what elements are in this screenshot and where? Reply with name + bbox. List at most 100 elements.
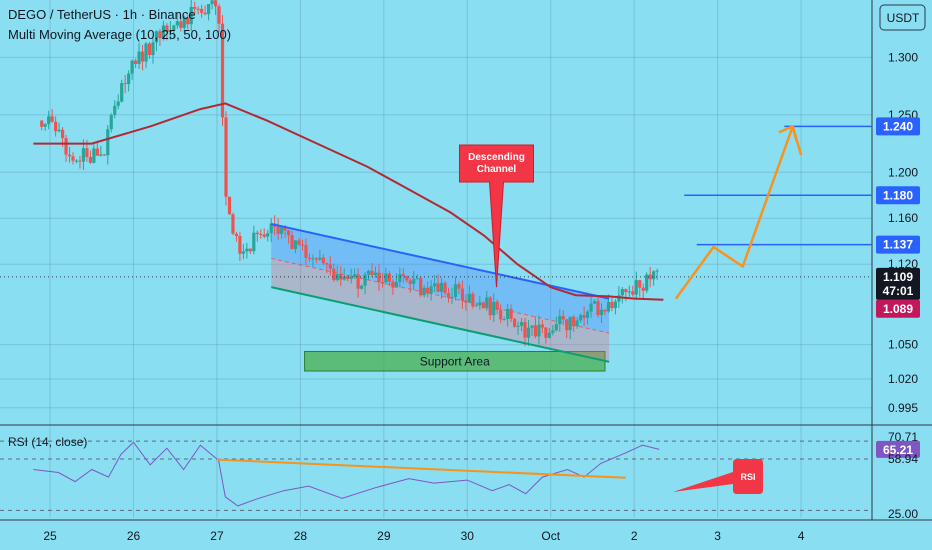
candle-body [196, 8, 200, 10]
channel-upper-fill [271, 224, 610, 334]
candle-body [530, 325, 534, 328]
candle-body [224, 117, 228, 197]
channel-upper-line [270, 223, 610, 300]
candle-body [436, 283, 440, 292]
price-tick-label: 1.160 [888, 211, 918, 225]
candle-body [599, 309, 604, 315]
candle-body [238, 235, 242, 254]
candle-body [203, 12, 207, 15]
candle-body [474, 305, 478, 307]
candle-body [200, 8, 204, 13]
candle-body [450, 296, 454, 298]
candle-body [175, 21, 179, 26]
candle-body [366, 270, 371, 275]
candle-body [502, 319, 506, 321]
candle-body [481, 302, 485, 309]
rsi-legend[interactable]: RSI (14, close) [8, 435, 88, 449]
candle-body [43, 124, 47, 127]
candle-body [429, 286, 433, 294]
candle-body [467, 293, 471, 303]
candle-body [492, 301, 496, 316]
candle-body [57, 129, 61, 132]
rsi-callout-shape [673, 459, 763, 494]
candle-body [168, 29, 172, 32]
current-price-tag-bg [876, 267, 920, 300]
candle-body [384, 273, 388, 283]
candle-body [210, 0, 214, 5]
candle-body [266, 233, 270, 237]
time-tick-label: 4 [798, 529, 805, 543]
candle-body [321, 257, 325, 264]
candle-body [179, 21, 183, 28]
candle-body [47, 116, 51, 125]
candle-body [102, 154, 106, 156]
candle-body [655, 270, 659, 272]
candle-body [290, 235, 294, 250]
target-price-tag-bg [876, 235, 920, 254]
projection-path [674, 125, 803, 300]
rsi-current-tag: 65.21 [876, 440, 920, 458]
candle-body [526, 327, 531, 338]
candle-body [255, 232, 259, 234]
candle-body [109, 114, 113, 130]
price-tick-label: 1.020 [888, 372, 918, 386]
indicator-legend[interactable]: Multi Moving Average (10, 25, 50, 100) [8, 27, 232, 42]
rsi-tick-label: 25.00 [888, 507, 918, 521]
candle-body [519, 322, 524, 326]
candle-body [297, 240, 301, 245]
target-price-tag-bg [876, 186, 920, 205]
candle-body [446, 293, 451, 298]
candle-body [88, 156, 92, 163]
candle-body [241, 251, 245, 254]
time-tick-label: 29 [377, 529, 391, 543]
candle-body [516, 325, 520, 327]
target-price-tag-text: 1.137 [883, 238, 913, 252]
candle-body [572, 316, 576, 327]
candle-body [652, 271, 656, 280]
candle-body [391, 281, 395, 288]
candle-body [259, 233, 263, 235]
candle-body [624, 289, 628, 293]
candle-body [325, 263, 329, 265]
rsi-callout: RSI [673, 459, 763, 494]
candle-body [189, 6, 193, 25]
candle-body [509, 308, 513, 319]
candle-body [165, 25, 169, 32]
price-tick-label: 0.995 [888, 401, 918, 415]
candle-body [565, 319, 569, 331]
candle-body [328, 264, 332, 269]
candle-body [641, 287, 645, 291]
candle-body [634, 280, 638, 295]
candle-body [252, 232, 256, 252]
time-tick-label: 28 [294, 529, 308, 543]
moving-average-line [33, 102, 664, 301]
candle-body [585, 311, 590, 318]
candle-body [123, 83, 127, 85]
candle-body [426, 287, 430, 294]
callout-text: Channel [477, 164, 517, 175]
candle-body [248, 248, 252, 252]
target-price-tag-bg [876, 117, 920, 136]
candle-body [554, 324, 558, 331]
candle-body [161, 25, 166, 39]
price-tick-label: 1.200 [888, 165, 918, 179]
candle-body [283, 227, 287, 231]
candle-body [464, 300, 468, 303]
candle-body [512, 318, 517, 327]
candle-body [311, 258, 315, 260]
candle-body [137, 51, 141, 64]
chart-title[interactable]: DEGO / TetherUS · 1h · Binance [8, 7, 196, 22]
candle-body [50, 116, 54, 122]
candle-body [120, 83, 124, 102]
rsi-tick-label: 70.71 [888, 430, 918, 444]
candle-body [422, 287, 426, 296]
candle-body [627, 291, 631, 293]
candle-body [457, 284, 461, 289]
candle-body [346, 276, 350, 279]
candle-body [398, 274, 402, 282]
candle-body [561, 316, 565, 320]
candle-body [613, 301, 618, 309]
